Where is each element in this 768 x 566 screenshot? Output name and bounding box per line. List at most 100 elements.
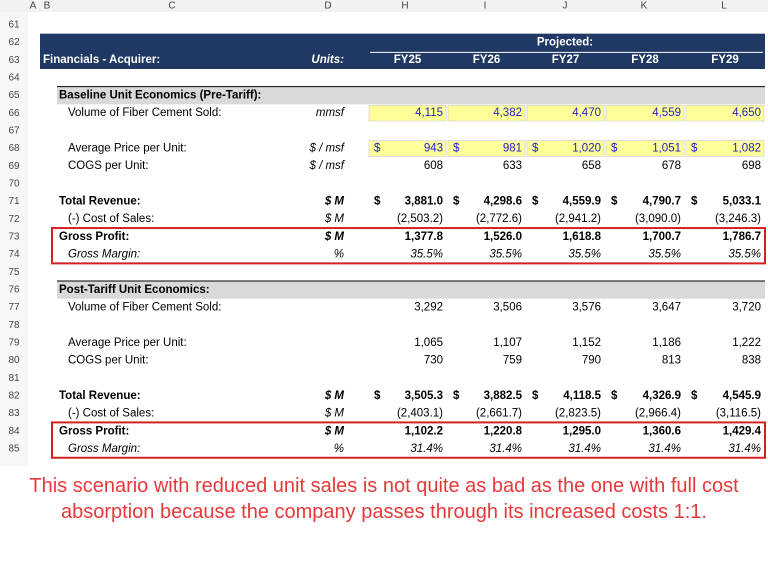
cell-value: 1,186	[652, 337, 681, 349]
column-letter: C	[168, 1, 175, 12]
row-number: 65	[8, 90, 20, 101]
currency-sign: $	[611, 196, 618, 208]
currency-sign: $	[532, 143, 539, 155]
input-cell	[526, 105, 605, 122]
cell-value: 35.5%	[568, 249, 601, 261]
row-number: 84	[8, 426, 20, 437]
cell-value: 4,790.7	[643, 196, 681, 208]
column-letter: K	[641, 1, 648, 12]
cell-value: 4,382	[493, 107, 522, 119]
cell-value: 790	[582, 355, 601, 367]
row-number: 75	[8, 267, 20, 278]
row-number: 64	[8, 72, 20, 83]
cell-value: 633	[503, 160, 522, 172]
section-band	[57, 281, 765, 299]
row-number: 71	[8, 196, 20, 207]
cell-value: 4,470	[572, 107, 601, 119]
row-number: 82	[8, 391, 20, 402]
cell-value: 3,882.5	[484, 390, 523, 402]
row-number: 69	[8, 161, 20, 172]
cell-value: (3,090.0)	[635, 213, 681, 225]
cell-value: 1,700.7	[643, 231, 681, 243]
row-label: Volume of Fiber Cement Sold:	[68, 302, 221, 314]
row-number: 74	[8, 249, 20, 260]
cell-value: 3,506	[493, 302, 522, 314]
cell-value: (3,116.5)	[716, 408, 761, 420]
row-header-strip	[0, 12, 28, 466]
input-cell	[368, 140, 447, 157]
cell-value: 759	[503, 355, 522, 367]
row-label: Gross Margin:	[68, 443, 140, 455]
fy-header: FY28	[631, 54, 659, 66]
spreadsheet: A B C D H I J K L 61 62 Projected: 63 Financials - Ac…	[0, 0, 768, 466]
cell-value: 4,650	[732, 107, 761, 119]
fy-header: FY27	[552, 54, 580, 66]
cell-value: 1,152	[572, 337, 601, 349]
cell-value: 5,033.1	[723, 196, 762, 208]
row-label: Gross Margin:	[68, 249, 140, 261]
cell-value: (2,503.2)	[397, 213, 443, 225]
units: $ M	[324, 196, 345, 208]
units: mmsf	[316, 107, 346, 119]
row-label: Volume of Fiber Cement Sold:	[68, 107, 221, 119]
row-number: 63	[8, 55, 20, 66]
row-number: 62	[8, 37, 20, 48]
cell-value: 1,786.7	[723, 231, 761, 243]
units: $ / msf	[308, 160, 345, 172]
cell-value: 4,559	[652, 107, 681, 119]
column-header-strip	[0, 0, 768, 12]
input-cell	[685, 105, 765, 122]
units: $ / msf	[308, 143, 345, 155]
currency-sign: $	[374, 390, 381, 402]
cell-value: 1,526.0	[484, 231, 522, 243]
cell-value: (2,941.2)	[555, 213, 601, 225]
cell-value: 658	[582, 160, 601, 172]
units: %	[334, 249, 344, 261]
row-label: (-) Cost of Sales:	[68, 213, 154, 225]
fy-header: FY26	[473, 54, 501, 66]
cell-value: 1,051	[652, 143, 681, 155]
cell-value: 1,222	[732, 337, 761, 349]
row-label: (-) Cost of Sales:	[68, 408, 154, 420]
cell-value: 31.4%	[489, 443, 522, 455]
row-number: 81	[8, 373, 20, 384]
fy-header: FY29	[711, 54, 739, 66]
cell-value: 4,559.9	[563, 196, 601, 208]
section-band	[57, 86, 765, 105]
fy-header: FY25	[394, 54, 422, 66]
units: $ M	[324, 231, 345, 243]
header-band	[40, 33, 765, 70]
input-cell	[526, 140, 605, 157]
row-label: COGS per Unit:	[68, 355, 149, 367]
cell-value: 31.4%	[728, 443, 761, 455]
currency-sign: $	[691, 390, 698, 402]
cell-value: 1,429.4	[723, 425, 762, 437]
row-number: 67	[8, 125, 20, 136]
cell-value: 31.4%	[410, 443, 443, 455]
currency-sign: $	[691, 196, 698, 208]
currency-sign: $	[374, 196, 381, 208]
cell-value: 4,298.6	[484, 196, 522, 208]
row-number: 73	[8, 232, 20, 243]
cell-value: 3,505.3	[405, 390, 443, 402]
currency-sign: $	[453, 196, 460, 208]
currency-sign: $	[532, 196, 539, 208]
units: $ M	[324, 425, 345, 437]
cell-value: 35.5%	[728, 249, 761, 261]
row-number: 80	[8, 355, 20, 366]
cell-value: (2,403.1)	[397, 408, 443, 420]
input-cell	[368, 105, 447, 122]
cell-value: (3,246.3)	[715, 213, 761, 225]
cell-value: 3,576	[572, 302, 601, 314]
units: %	[334, 443, 344, 455]
cell-value: 3,720	[732, 302, 761, 314]
row-number: 61	[8, 19, 20, 30]
units: Units:	[311, 54, 344, 66]
currency-sign: $	[453, 390, 460, 402]
highlight-box	[51, 421, 766, 459]
cell-value: 1,020	[572, 143, 601, 155]
column-letter: H	[401, 1, 408, 12]
cell-value: 1,107	[493, 337, 522, 349]
row-number: 77	[8, 302, 20, 313]
cell-value: 1,102.2	[405, 425, 443, 437]
